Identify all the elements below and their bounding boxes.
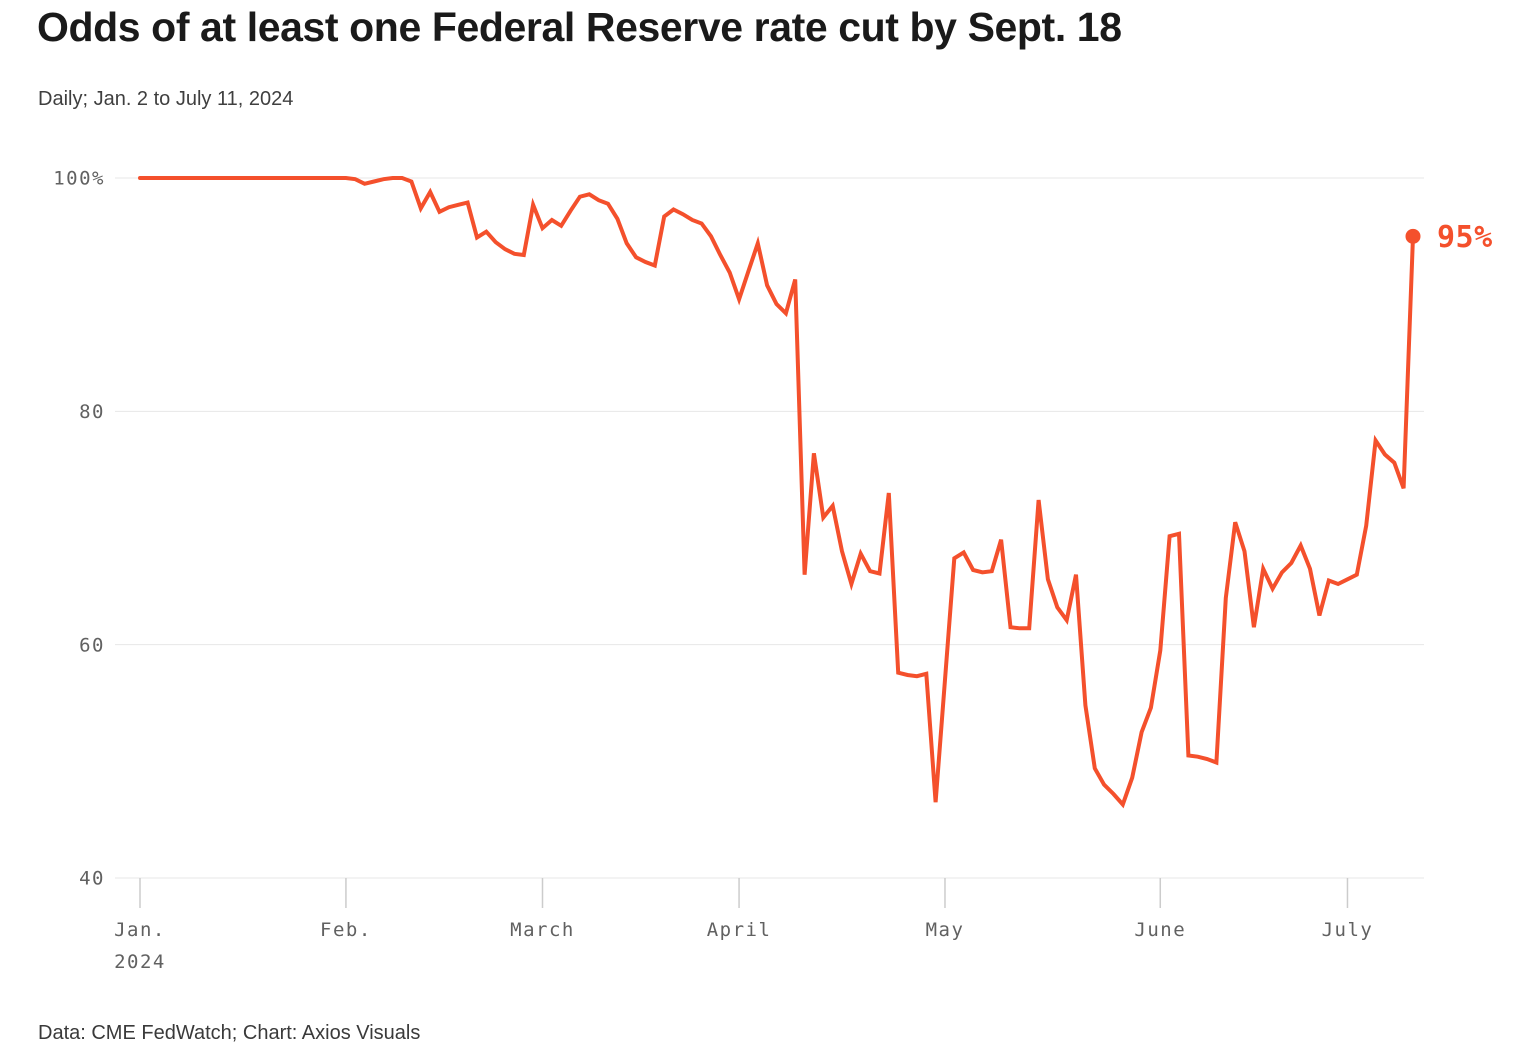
x-axis-tick-label: Jan. — [114, 919, 166, 941]
x-axis-tick-label: June — [1134, 919, 1186, 941]
x-axis-tick-label: March — [510, 919, 575, 941]
x-axis-tick-label: May — [926, 919, 965, 941]
x-axis-tick-label: April — [707, 919, 772, 941]
y-axis-tick-label: 60 — [79, 634, 105, 656]
line-series — [138, 176, 1415, 809]
end-point-dot — [1405, 228, 1421, 244]
x-axis-tick-label: Feb. — [320, 919, 372, 941]
end-value-label: 95% — [1437, 220, 1493, 255]
page-title: Odds of at least one Federal Reserve rat… — [37, 4, 1122, 50]
source-credit: Data: CME FedWatch; Chart: Axios Visuals — [38, 1022, 421, 1044]
y-axis-tick-label: 80 — [79, 401, 105, 423]
x-axis-tick-label: July — [1322, 919, 1374, 941]
x-axis-year-label: 2024 — [114, 951, 166, 973]
chart-subtitle: Daily; Jan. 2 to July 11, 2024 — [38, 88, 294, 110]
y-axis-tick-label: 100% — [53, 168, 105, 190]
y-axis-tick-label: 40 — [79, 868, 105, 890]
